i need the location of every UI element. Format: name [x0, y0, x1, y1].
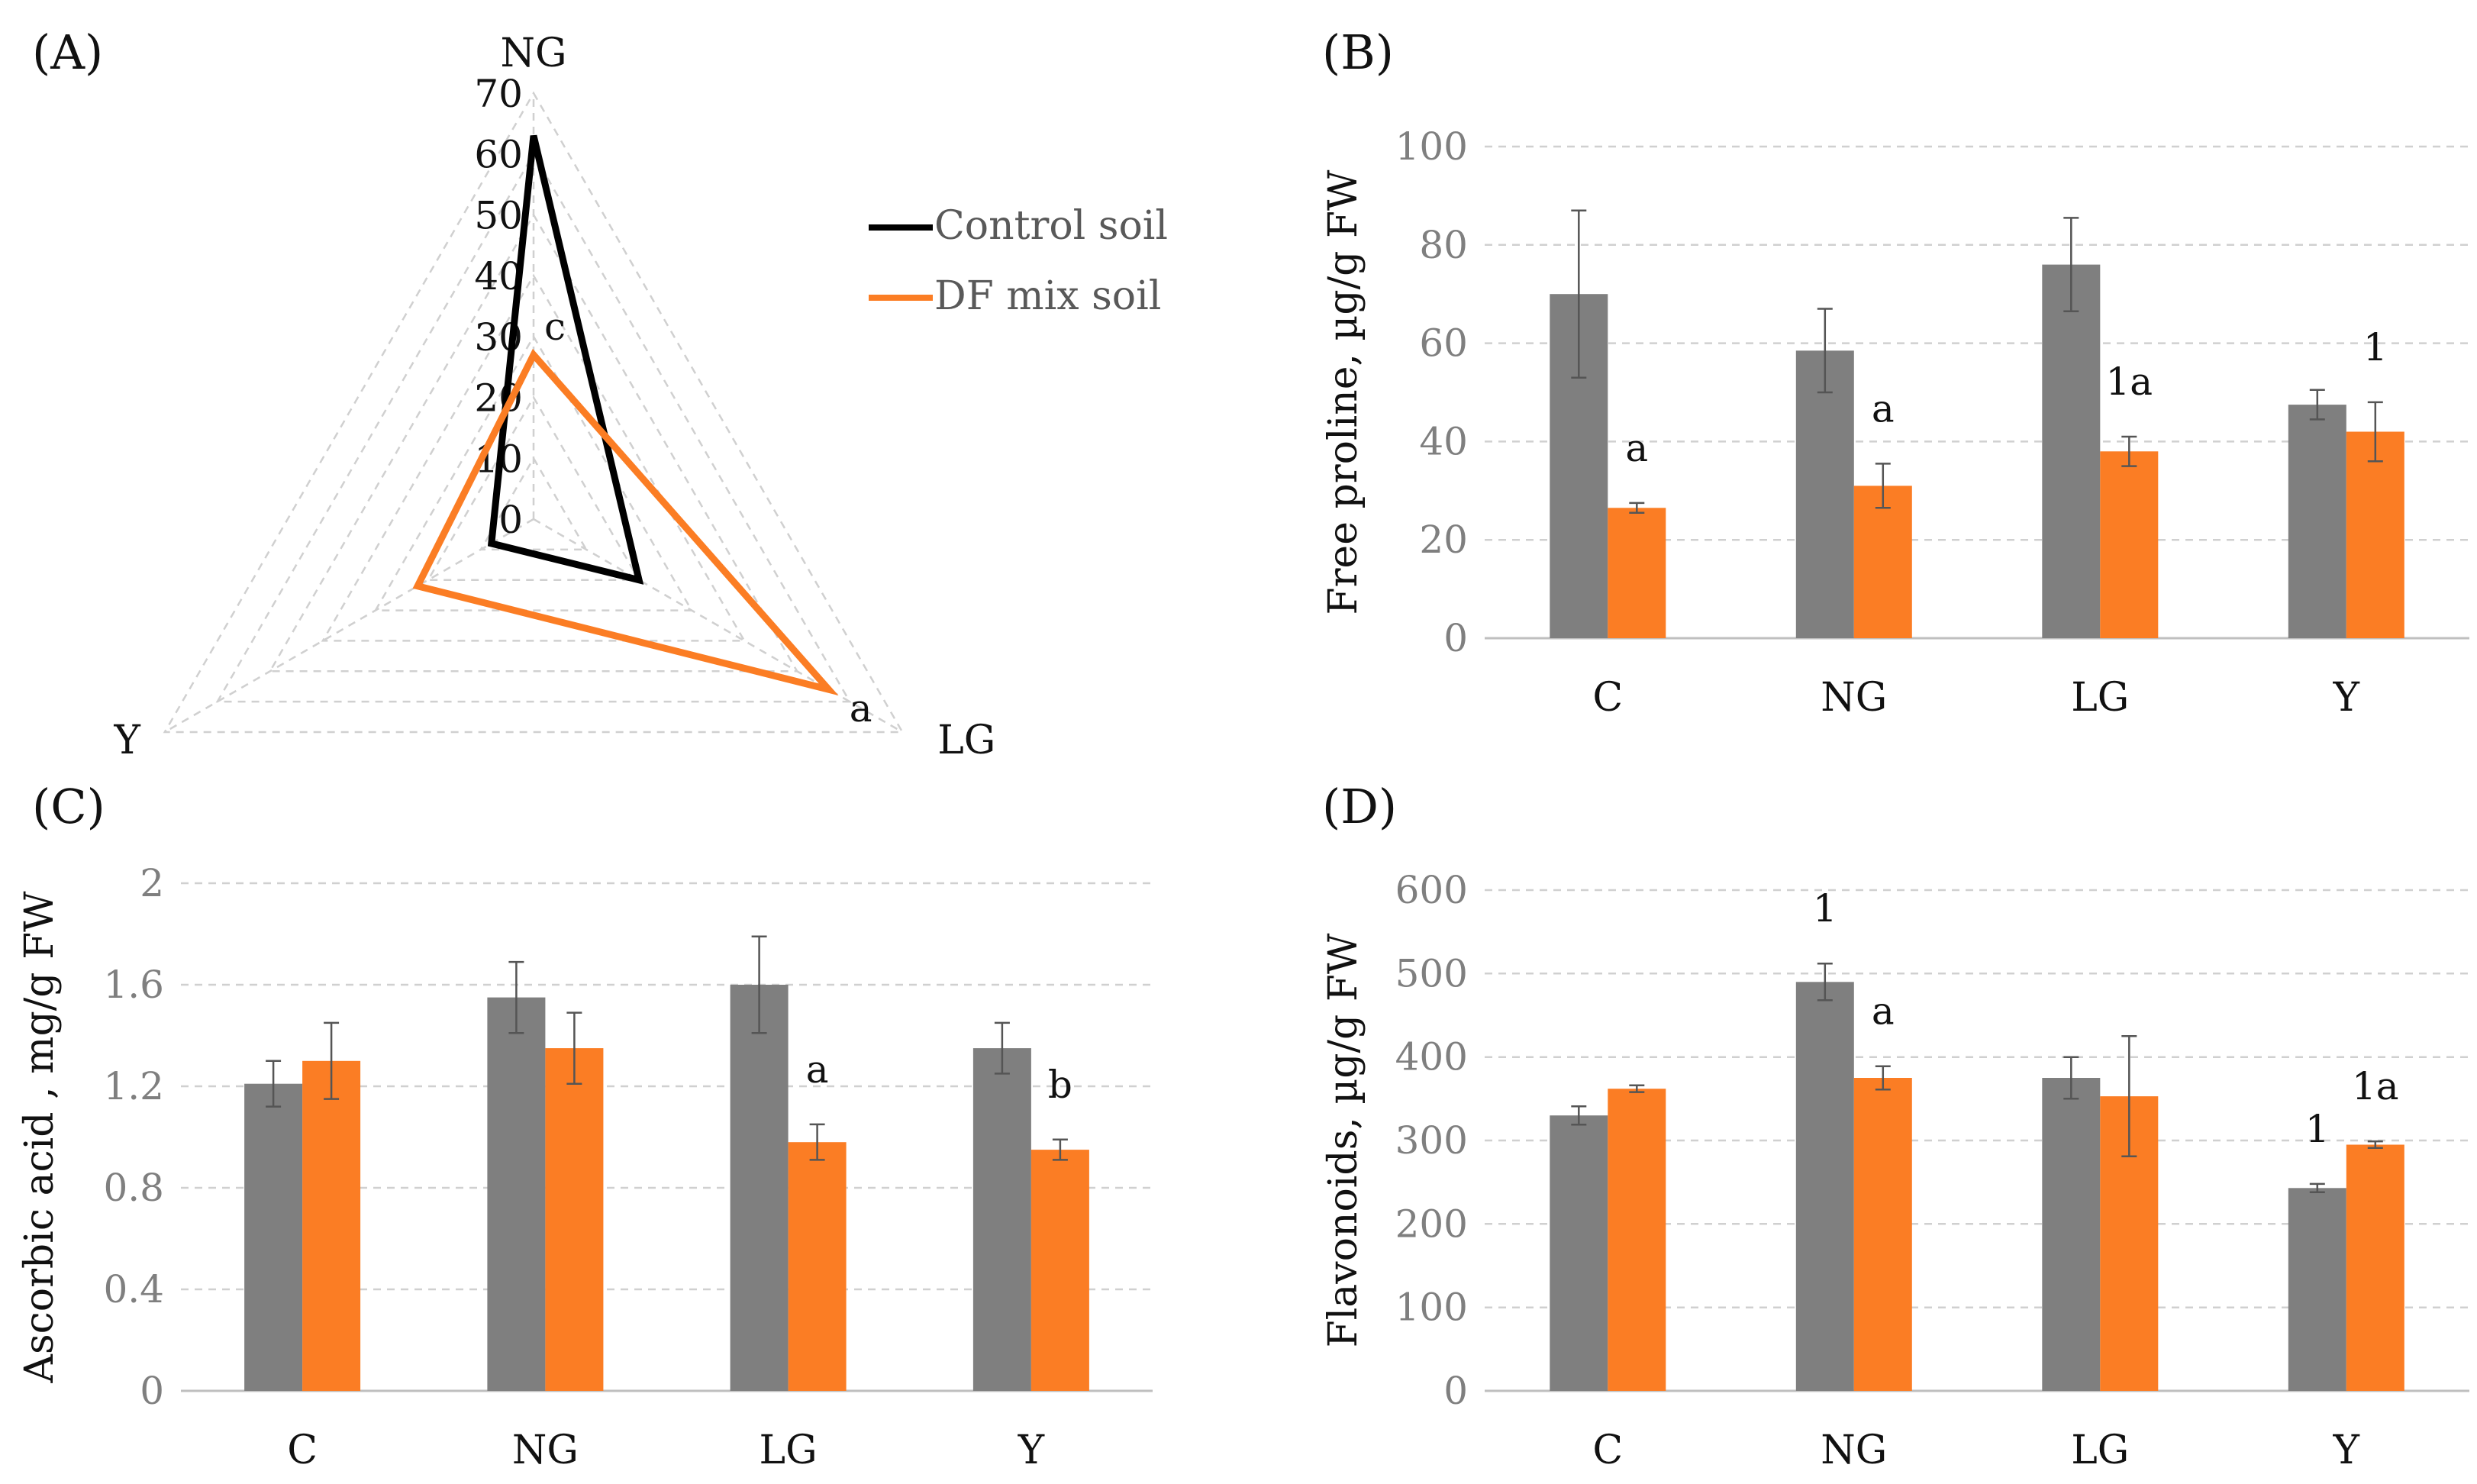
radar-annotation: a [850, 686, 872, 731]
bar-df-mix-soil-y [1030, 1150, 1089, 1391]
radar-axis-label-y: Y [113, 718, 140, 763]
bar-control-soil-c [244, 1083, 303, 1391]
radar-series-df-mix-soil [412, 348, 839, 696]
panel-label-d: (D) [1322, 779, 1397, 834]
bar-control-soil-ng [487, 997, 546, 1391]
bar-control-soil-y [2288, 1188, 2346, 1391]
bar-control-soil-lg [2042, 264, 2101, 638]
radar-series-control-soil [487, 134, 644, 585]
y-tick-label: 200 [1395, 1202, 1468, 1246]
panel-label-b: (B) [1322, 24, 1394, 80]
x-tick-label-lg: LG [2071, 675, 2129, 721]
bar-df-mix-soil-c [1608, 508, 1666, 638]
x-tick-label-c: C [1592, 1428, 1623, 1473]
radar-grid-ring-4 [321, 273, 747, 642]
y-tick-label: 0 [140, 1369, 164, 1413]
y-tick-label: 2 [140, 861, 164, 905]
radar-axis-label-lg: LG [937, 718, 995, 763]
bar-annotation-y: b [1048, 1063, 1072, 1107]
bar-annotation-y: 1a [2352, 1064, 2399, 1108]
bar-df-mix-soil-y [2346, 1144, 2404, 1391]
radar-tick-label: 0 [498, 498, 523, 542]
x-tick-label-ng: NG [512, 1428, 579, 1473]
bar-chart-c: 0 0.4 0.8 1.2 1.6 2 Ascorbic acid , mg/g FW C NG… [17, 861, 1153, 1473]
y-tick-label: 0 [1443, 1369, 1468, 1413]
legend-control-label: Control soil [934, 203, 1168, 249]
radar-grid-ring-2 [426, 395, 641, 581]
bar-chart-b: 0 20 40 60 80 100 Free proline, µg/g FW C NG LG Ya… [1321, 124, 2469, 721]
x-tick-label-c: C [1592, 675, 1623, 721]
bar-annotation-y: 1 [2305, 1107, 2330, 1151]
y-tick-label: 100 [1395, 124, 1468, 169]
x-tick-label-y: Y [1018, 1428, 1045, 1473]
bar-control-soil-ng [1795, 350, 1854, 638]
y-tick-label: 60 [1419, 321, 1468, 366]
bar-df-mix-soil-c [1608, 1089, 1666, 1391]
x-tick-label-lg: LG [2071, 1428, 2129, 1473]
y-axis-label: Ascorbic acid , mg/g FW [17, 891, 63, 1384]
bar-annotation-lg: 1a [2105, 360, 2153, 404]
y-tick-label: 0.8 [103, 1166, 164, 1210]
bar-df-mix-soil-lg [788, 1142, 847, 1391]
radar-tick-label: 70 [474, 72, 523, 116]
legend-df-label: DF mix soil [934, 273, 1161, 319]
bar-annotation-y: 1 [2363, 325, 2388, 369]
bar-annotation-ng: a [1872, 386, 1895, 431]
y-tick-label: 500 [1395, 951, 1468, 995]
bar-control-soil-y [2288, 405, 2346, 638]
bar-control-soil-c [1550, 1115, 1608, 1391]
bar-annotation-c: a [1625, 426, 1648, 470]
bar-df-mix-soil-c [302, 1060, 361, 1392]
y-tick-label: 600 [1395, 868, 1468, 912]
bar-df-mix-soil-lg [2100, 451, 2159, 638]
bar-df-mix-soil-y [2346, 431, 2404, 638]
y-tick-label: 20 [1419, 518, 1468, 562]
bar-annotation-lg: a [806, 1047, 829, 1092]
bar-df-mix-soil-ng [1853, 486, 1912, 638]
x-tick-label-lg: LG [760, 1428, 818, 1473]
radar-grid-ring-1 [479, 456, 589, 551]
x-tick-label-ng: NG [1821, 675, 1887, 721]
legend: Control soil DF mix soil [869, 203, 1168, 319]
bar-annotation-ng: a [1872, 989, 1895, 1034]
y-tick-label: 40 [1419, 419, 1468, 463]
y-tick-label: 300 [1395, 1118, 1468, 1163]
y-tick-label: 0 [1443, 616, 1468, 660]
radar-spoke-lg [533, 518, 903, 734]
radar-grid-ring-7 [163, 91, 905, 734]
bar-df-mix-soil-ng [545, 1048, 604, 1391]
radar-grid-ring-5 [268, 212, 799, 673]
panel-label-a: (A) [32, 24, 103, 80]
bar-annotation-ng: 1 [1813, 886, 1837, 931]
y-tick-label: 80 [1419, 223, 1468, 267]
x-tick-label-ng: NG [1821, 1428, 1887, 1473]
bar-chart-d: 0 100 200 300 400 500 600 Flavonoids, µg/g FW C N… [1321, 868, 2469, 1473]
y-tick-label: 400 [1395, 1035, 1468, 1079]
bar-df-mix-soil-ng [1853, 1078, 1912, 1391]
x-tick-label-y: Y [2333, 1428, 2360, 1473]
y-tick-label: 1.2 [103, 1064, 164, 1108]
radar-tick-label: 60 [474, 133, 523, 177]
y-axis-label: Free proline, µg/g FW [1321, 169, 1366, 615]
y-tick-label: 0.4 [103, 1267, 164, 1311]
y-tick-label: 1.6 [103, 963, 164, 1007]
bar-control-soil-y [972, 1048, 1031, 1391]
y-tick-label: 100 [1395, 1286, 1468, 1330]
radar-grid-ring-6 [215, 152, 852, 703]
radar-annotation: c [544, 305, 566, 349]
y-axis-label: Flavonoids, µg/g FW [1321, 933, 1366, 1347]
x-tick-label-y: Y [2333, 675, 2360, 721]
bar-control-soil-ng [1795, 982, 1854, 1391]
radar-tick-label: 50 [474, 193, 523, 237]
radar-spoke-y [164, 518, 534, 734]
x-tick-label-c: C [287, 1428, 318, 1473]
bar-control-soil-lg [2042, 1078, 2101, 1391]
bar-control-soil-lg [730, 985, 789, 1391]
panel-label-c: (C) [32, 779, 105, 834]
radar-axis-label-ng: NG [500, 31, 566, 76]
